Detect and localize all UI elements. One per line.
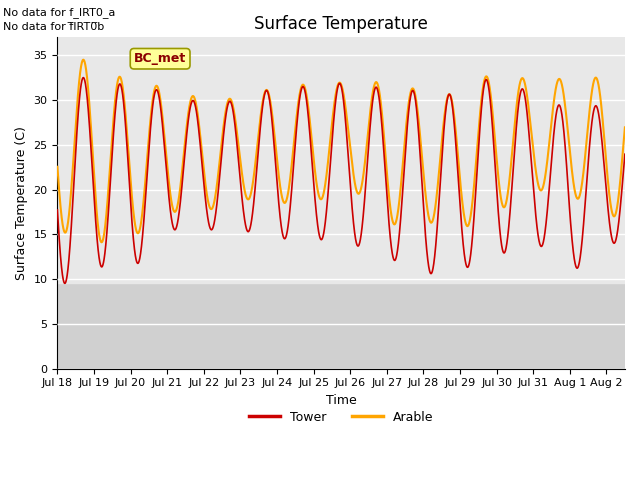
Text: No data for f_IRT0_a: No data for f_IRT0_a (3, 7, 116, 18)
Legend: Tower, Arable: Tower, Arable (244, 406, 438, 429)
Bar (58, 284, 625, 369)
Text: No data for f̅IRT0̅b: No data for f̅IRT0̅b (3, 22, 104, 32)
Text: BC_met: BC_met (134, 52, 186, 65)
Bar (58, 37, 625, 284)
Y-axis label: Surface Temperature (C): Surface Temperature (C) (15, 126, 28, 280)
X-axis label: Time: Time (326, 394, 356, 407)
Title: Surface Temperature: Surface Temperature (254, 15, 428, 33)
